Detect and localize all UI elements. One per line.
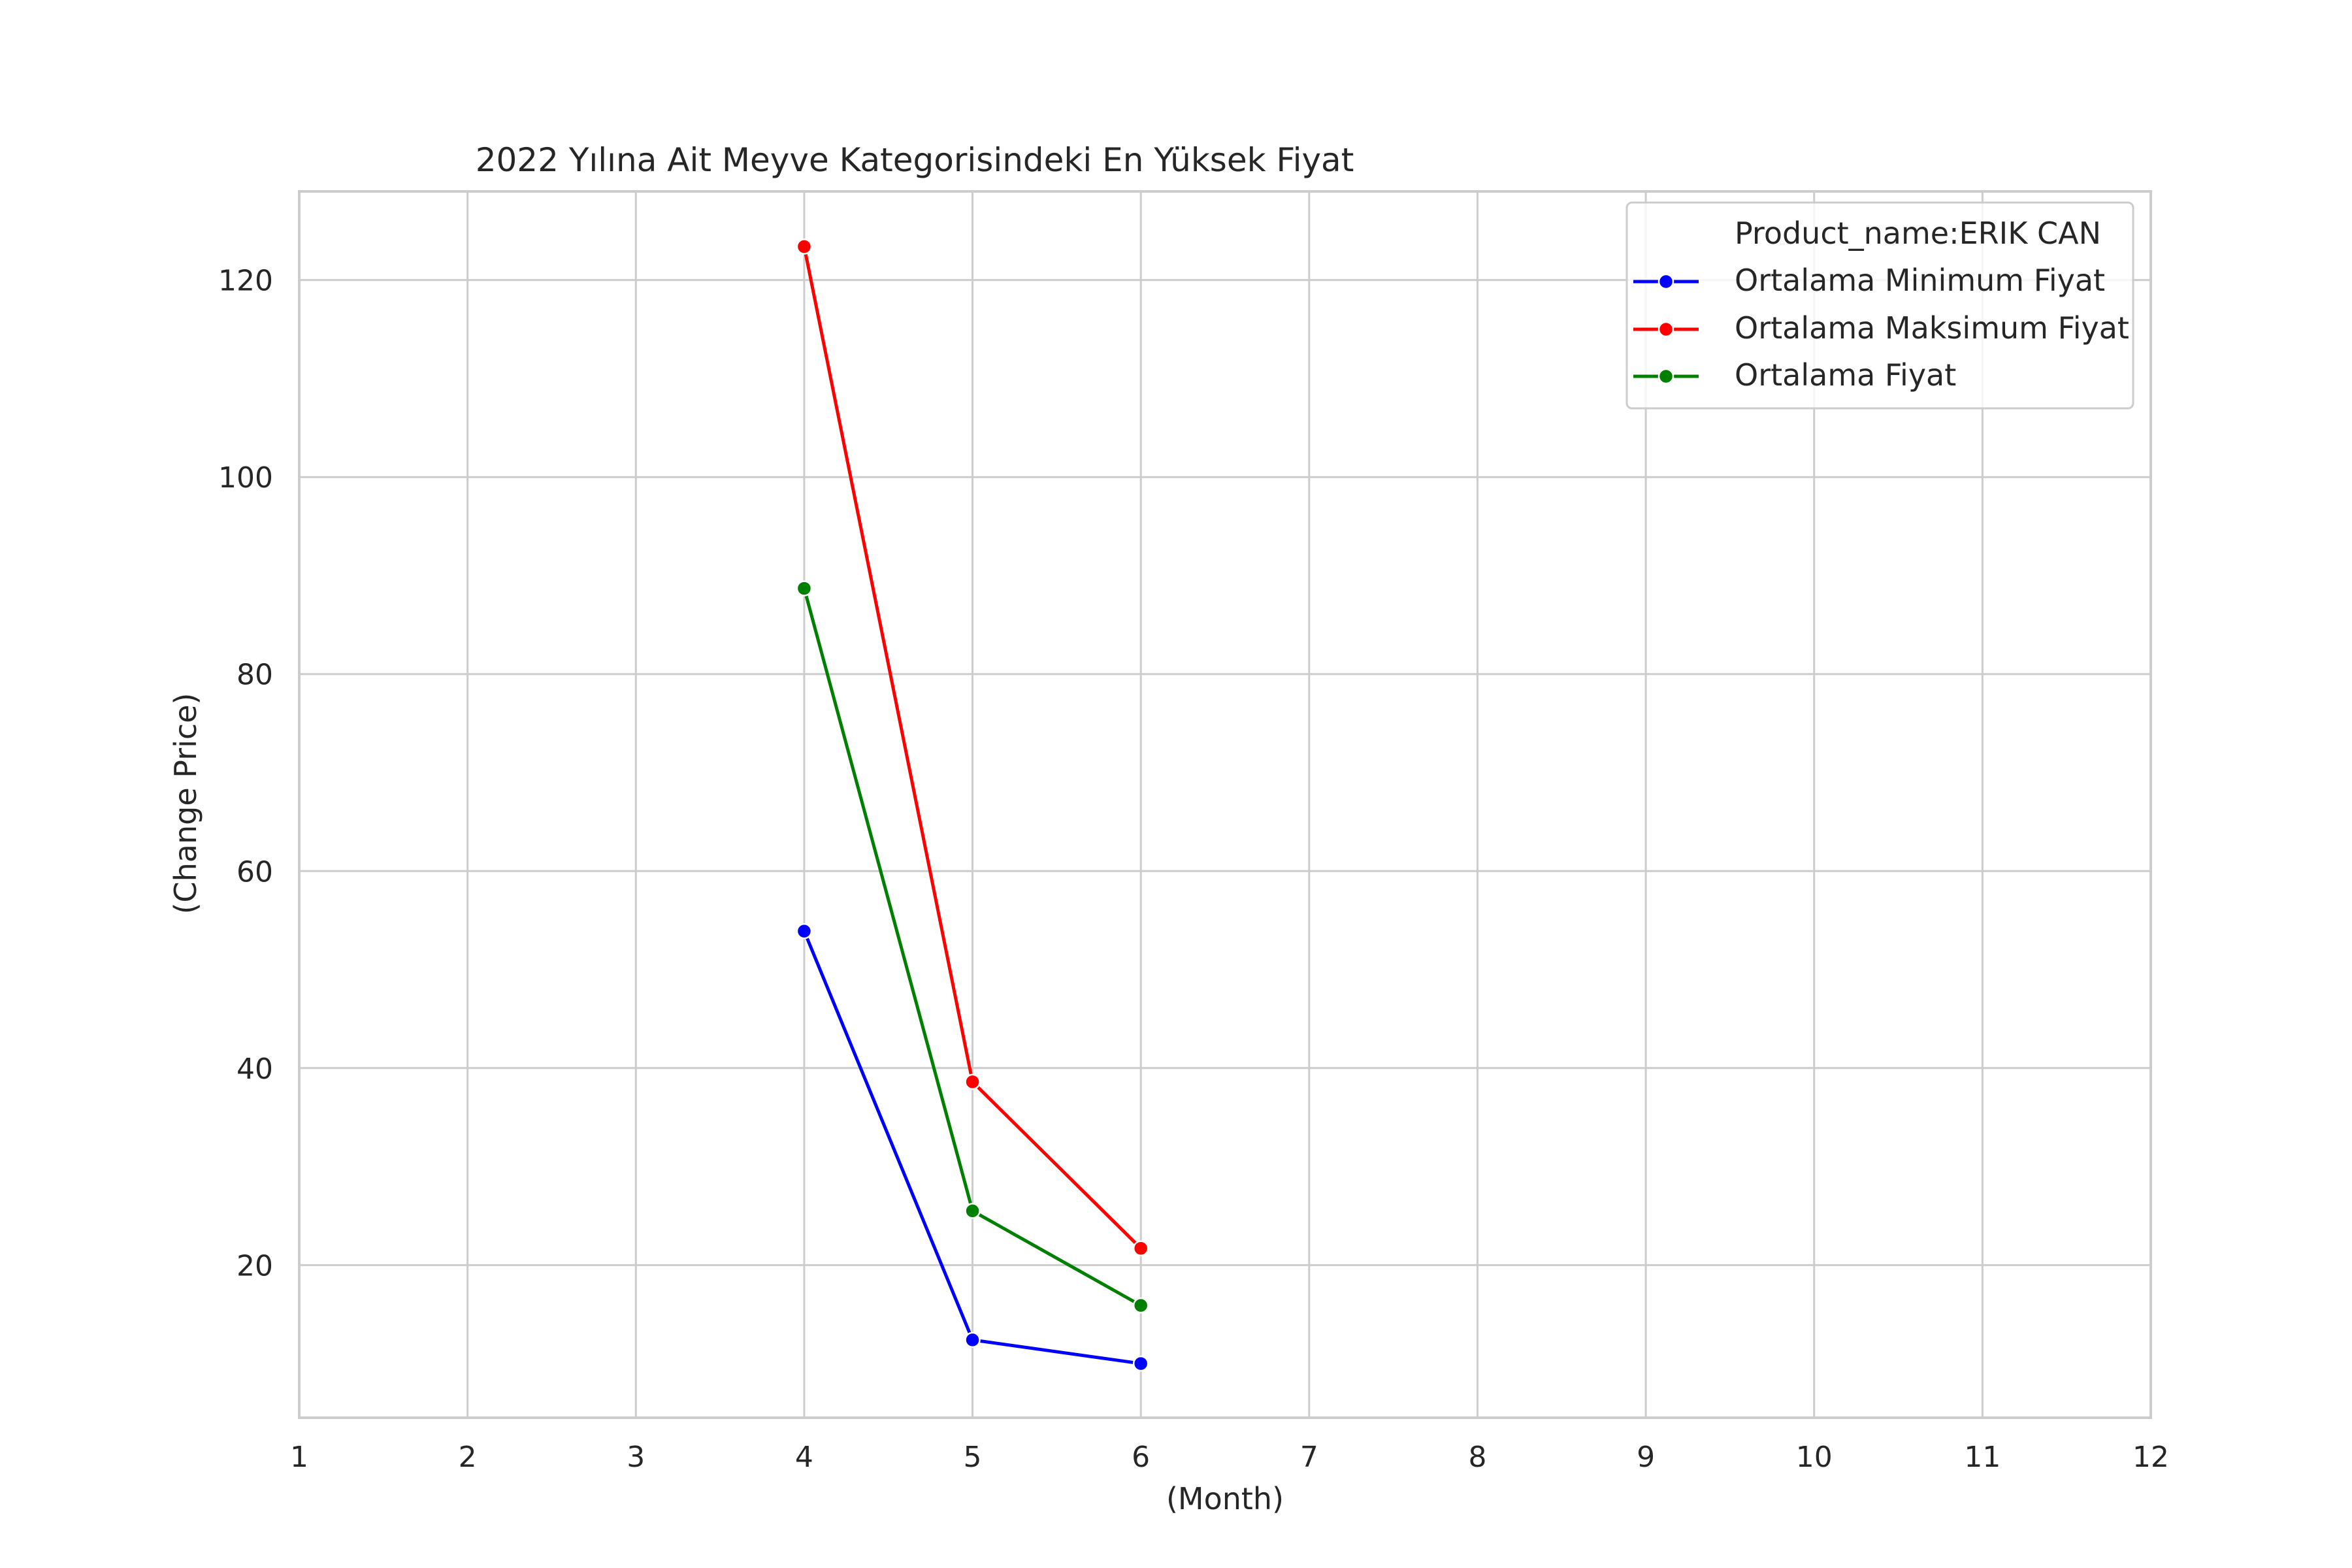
data-point [796,923,813,939]
x-tick-label: 8 [1468,1441,1486,1474]
y-tick-label: 100 [218,461,273,495]
legend-marker [1658,321,1674,338]
legend-item: Ortalama Maksimum Fiyat [1633,310,2129,346]
legend-marker [1658,273,1674,290]
chart-title: 2022 Yılına Ait Meyve Kategorisindeki En… [476,141,1354,179]
legend-marker [1658,368,1674,385]
x-axis-label: (Month) [1166,1481,1284,1516]
y-tick-label: 80 [237,659,273,692]
y-tick-label: 40 [237,1053,273,1086]
legend: Product_name:ERIK CAN Ortalama Minimum F… [1625,201,2134,410]
data-point [1132,1355,1149,1372]
y-tick-label: 60 [237,855,273,889]
series-1 [796,923,1149,1372]
y-tick-label: 20 [237,1249,273,1282]
x-tick-label: 9 [1637,1441,1655,1474]
data-point [964,1073,981,1090]
data-point [1132,1297,1149,1314]
data-point [964,1203,981,1219]
legend-label: Ortalama Minimum Fiyat [1735,263,2105,298]
x-tick-label: 2 [459,1441,477,1474]
data-point [1132,1240,1149,1256]
data-point [964,1331,981,1348]
x-tick-label: 11 [1964,1441,2001,1474]
legend-label: Ortalama Fiyat [1735,357,1956,393]
legend-item: Ortalama Fiyat [1633,357,1956,393]
data-point [796,238,813,255]
data-point [796,580,813,596]
plot-area-frame [298,190,2152,1419]
legend-title: Product_name:ERIK CAN [1735,216,2101,251]
x-tick-label: 5 [964,1441,982,1474]
x-tick-label: 1 [290,1441,308,1474]
x-tick-label: 10 [1796,1441,1833,1474]
legend-item: Ortalama Minimum Fiyat [1633,263,2105,298]
x-tick-label: 4 [795,1441,813,1474]
series-3 [796,580,1149,1314]
x-tick-label: 12 [2132,1441,2169,1474]
legend-box [1625,201,2134,410]
series [796,238,1149,1372]
y-axis-label: (Change Price) [168,693,203,915]
y-tick-label: 120 [218,265,273,298]
x-tick-label: 3 [627,1441,645,1474]
x-tick-label: 7 [1300,1441,1318,1474]
legend-label: Ortalama Maksimum Fiyat [1735,310,2129,346]
series-2 [796,238,1149,1256]
x-tick-label: 6 [1132,1441,1150,1474]
